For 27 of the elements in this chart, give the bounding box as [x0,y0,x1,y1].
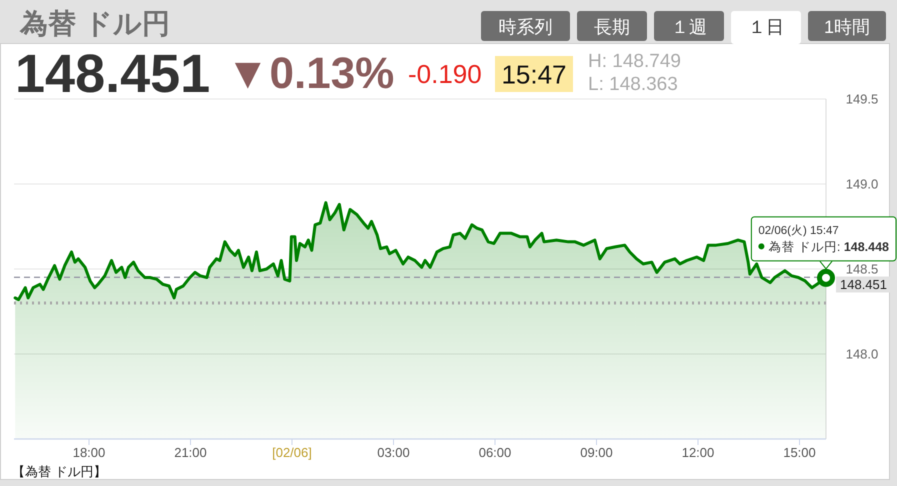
x-tick-label: 12:00 [682,445,714,460]
text: -0.190 [408,59,482,89]
x-tick-label: 03:00 [377,445,410,460]
x-tick-label: 18:00 [72,445,106,460]
y-tick-label: 149.5 [846,92,878,106]
text: 【為替 ドル円】 [12,464,107,479]
x-tick-label: 09:00 [580,445,613,460]
text: １日 [748,17,784,37]
text: ▼0.13% [226,49,394,98]
text: 長期 [594,17,630,37]
text: 1時間 [824,17,870,37]
y-tick-label: 148.5 [846,262,878,276]
ref-line-label: 148.451 [840,277,887,292]
text: H: 148.749 [588,51,681,72]
y-tick-label: 149.0 [846,176,878,192]
text: 15:47 [501,59,567,90]
text: L: 148.363 [588,74,678,95]
chart-title: 為替 ドル円 [19,8,170,39]
text: 時系列 [498,17,552,37]
x-tick-label: 06:00 [478,445,512,460]
x-tick-label: 15:00 [783,445,816,460]
text: １週 [671,17,707,37]
y-tick-label: 148.0 [846,346,878,362]
annotation: 148.451 [15,44,210,104]
annotation: 02/06(火) 15:47 為替 ドル円: 148.448 [758,224,890,254]
x-tick-label: 21:00 [174,445,207,460]
x-tick-label: [02/06] [272,445,312,460]
